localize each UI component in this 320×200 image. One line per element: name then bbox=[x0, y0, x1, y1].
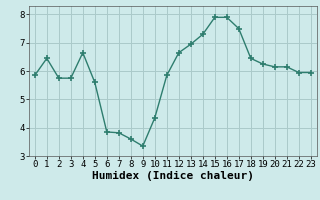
X-axis label: Humidex (Indice chaleur): Humidex (Indice chaleur) bbox=[92, 171, 254, 181]
